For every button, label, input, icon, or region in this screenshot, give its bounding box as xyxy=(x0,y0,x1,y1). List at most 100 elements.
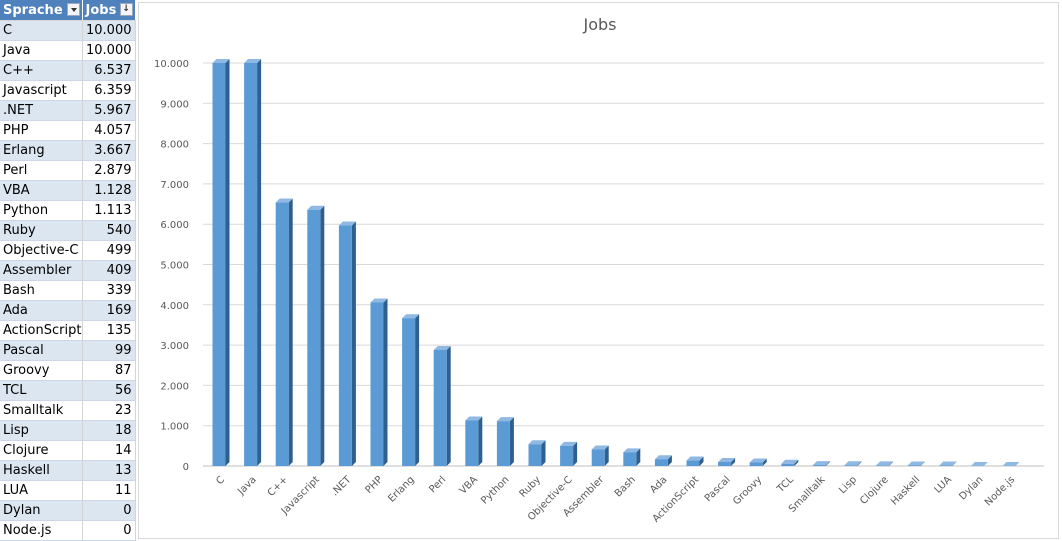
table-row[interactable]: Clojure 14 xyxy=(0,440,136,461)
bar-php[interactable] xyxy=(370,298,388,466)
cell-jobs[interactable]: 5.967 xyxy=(82,100,136,121)
cell-jobs[interactable]: 4.057 xyxy=(82,120,136,141)
filter-dropdown-icon[interactable] xyxy=(66,3,80,16)
bar-lua[interactable] xyxy=(939,461,957,466)
bar-tcl[interactable] xyxy=(781,459,799,466)
cell-sprache[interactable]: ActionScript xyxy=(0,320,83,341)
table-row[interactable]: ActionScript 135 xyxy=(0,320,136,341)
cell-jobs[interactable]: 135 xyxy=(82,320,136,341)
cell-jobs[interactable]: 99 xyxy=(82,340,136,361)
table-row[interactable]: Pascal 99 xyxy=(0,340,136,361)
chart-area[interactable]: Jobs 0 1.000 2.000 3.000 4.000 5.000 6.000 7.00… xyxy=(138,2,1059,539)
cell-jobs[interactable]: 14 xyxy=(82,440,136,461)
table-row[interactable]: Erlang 3.667 xyxy=(0,140,136,161)
table-row[interactable]: C++ 6.537 xyxy=(0,60,136,81)
bar-clojure[interactable] xyxy=(876,461,894,466)
cell-sprache[interactable]: TCL xyxy=(0,380,83,401)
cell-sprache[interactable]: Ada xyxy=(0,300,83,321)
cell-jobs[interactable]: 6.359 xyxy=(82,80,136,101)
table-row[interactable]: .NET 5.967 xyxy=(0,100,136,121)
cell-sprache[interactable]: Node.js xyxy=(0,520,83,541)
bar-erlang[interactable] xyxy=(402,314,420,466)
cell-sprache[interactable]: Ruby xyxy=(0,220,83,241)
bar-javascript[interactable] xyxy=(307,205,325,466)
cell-jobs[interactable]: 339 xyxy=(82,280,136,301)
bar-c[interactable] xyxy=(275,198,293,466)
table-row[interactable]: Objective-C 499 xyxy=(0,240,136,261)
cell-jobs[interactable]: 11 xyxy=(82,480,136,501)
table-row[interactable]: PHP 4.057 xyxy=(0,120,136,141)
bar-dylan[interactable] xyxy=(970,462,988,466)
bar-net[interactable] xyxy=(338,221,356,466)
cell-sprache[interactable]: Haskell xyxy=(0,460,83,481)
cell-sprache[interactable]: Assembler xyxy=(0,260,83,281)
bar-pascal[interactable] xyxy=(718,458,736,466)
table-row[interactable]: Assembler 409 xyxy=(0,260,136,281)
cell-jobs[interactable]: 87 xyxy=(82,360,136,381)
cell-sprache[interactable]: Groovy xyxy=(0,360,83,381)
cell-jobs[interactable]: 0 xyxy=(82,500,136,521)
table-row[interactable]: Ada 169 xyxy=(0,300,136,321)
cell-sprache[interactable]: Smalltalk xyxy=(0,400,83,421)
header-sprache[interactable]: Sprache xyxy=(0,0,83,21)
cell-jobs[interactable]: 1.113 xyxy=(82,200,136,221)
header-jobs[interactable]: Jobs ↓ xyxy=(82,0,136,21)
cell-sprache[interactable]: Java xyxy=(0,40,83,61)
cell-sprache[interactable]: PHP xyxy=(0,120,83,141)
table-row[interactable]: TCL 56 xyxy=(0,380,136,401)
table-row[interactable]: LUA 11 xyxy=(0,480,136,501)
cell-jobs[interactable]: 6.537 xyxy=(82,60,136,81)
bar-bash[interactable] xyxy=(623,448,641,466)
table-row[interactable]: VBA 1.128 xyxy=(0,180,136,201)
cell-jobs[interactable]: 540 xyxy=(82,220,136,241)
cell-sprache[interactable]: Bash xyxy=(0,280,83,301)
cell-jobs[interactable]: 0 xyxy=(82,520,136,541)
table-row[interactable]: Node.js 0 xyxy=(0,520,136,541)
bar-ada[interactable] xyxy=(654,455,672,466)
table-row[interactable]: Ruby 540 xyxy=(0,220,136,241)
cell-sprache[interactable]: Python xyxy=(0,200,83,221)
bar-haskell[interactable] xyxy=(907,461,925,466)
bar-vba[interactable] xyxy=(465,416,483,466)
cell-sprache[interactable]: Perl xyxy=(0,160,83,181)
bar-perl[interactable] xyxy=(433,345,451,466)
cell-sprache[interactable]: Dylan xyxy=(0,500,83,521)
bar-smalltalk[interactable] xyxy=(812,461,830,466)
cell-jobs[interactable]: 10.000 xyxy=(82,40,136,61)
cell-sprache[interactable]: Lisp xyxy=(0,420,83,441)
cell-jobs[interactable]: 56 xyxy=(82,380,136,401)
cell-jobs[interactable]: 18 xyxy=(82,420,136,441)
table-row[interactable]: Python 1.113 xyxy=(0,200,136,221)
sort-descending-icon[interactable]: ↓ xyxy=(119,3,133,16)
cell-jobs[interactable]: 13 xyxy=(82,460,136,481)
table-row[interactable]: Perl 2.879 xyxy=(0,160,136,181)
table-row[interactable]: Dylan 0 xyxy=(0,500,136,521)
bar-actionscript[interactable] xyxy=(686,456,704,466)
cell-jobs[interactable]: 1.128 xyxy=(82,180,136,201)
cell-sprache[interactable]: LUA xyxy=(0,480,83,501)
bar-python[interactable] xyxy=(496,417,514,466)
table-row[interactable]: Bash 339 xyxy=(0,280,136,301)
table-row[interactable]: C 10.000 xyxy=(0,20,136,41)
table-row[interactable]: Java 10.000 xyxy=(0,40,136,61)
cell-sprache[interactable]: .NET xyxy=(0,100,83,121)
table-row[interactable]: Haskell 13 xyxy=(0,460,136,481)
table-row[interactable]: Smalltalk 23 xyxy=(0,400,136,421)
cell-jobs[interactable]: 23 xyxy=(82,400,136,421)
cell-jobs[interactable]: 10.000 xyxy=(82,20,136,41)
cell-sprache[interactable]: Pascal xyxy=(0,340,83,361)
bar-c[interactable] xyxy=(212,59,230,466)
bar-objective-c[interactable] xyxy=(560,441,578,466)
cell-sprache[interactable]: C xyxy=(0,20,83,41)
table-row[interactable]: Groovy 87 xyxy=(0,360,136,381)
bar-java[interactable] xyxy=(244,59,262,466)
cell-sprache[interactable]: Objective-C xyxy=(0,240,83,261)
cell-jobs[interactable]: 169 xyxy=(82,300,136,321)
cell-jobs[interactable]: 409 xyxy=(82,260,136,281)
bar-groovy[interactable] xyxy=(749,458,767,466)
cell-sprache[interactable]: VBA xyxy=(0,180,83,201)
bar-assembler[interactable] xyxy=(591,445,609,466)
table-row[interactable]: Lisp 18 xyxy=(0,420,136,441)
cell-jobs[interactable]: 499 xyxy=(82,240,136,261)
cell-sprache[interactable]: Javascript xyxy=(0,80,83,101)
